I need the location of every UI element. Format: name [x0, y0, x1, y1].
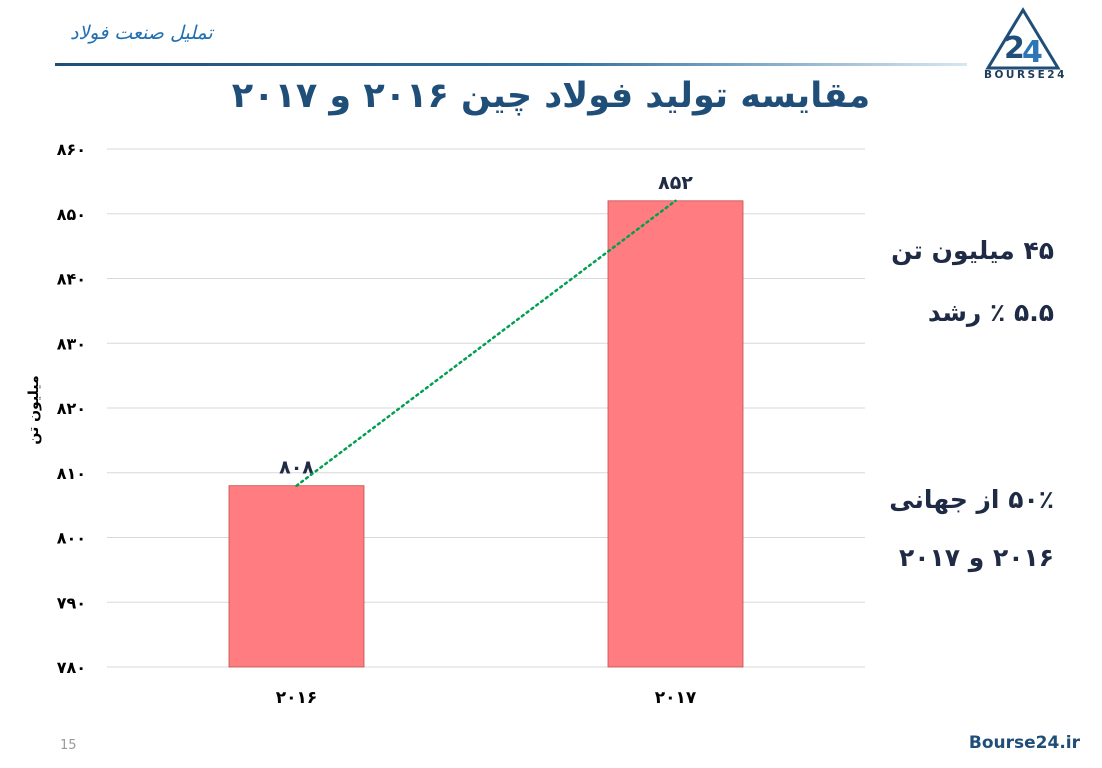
y-tick-label: ۷۸۰ — [57, 658, 86, 677]
growth-percent-note: ۵.۵ ٪ رشد — [927, 298, 1054, 327]
growth-amount-note: ۴۵ میلیون تن — [891, 236, 1054, 265]
footer-brand: Bourse24.ir — [968, 733, 1080, 753]
page-number: 15 — [60, 738, 77, 753]
x-tick-label: ۲۰۱۶ — [276, 688, 318, 708]
logo-text: BOURSE24 — [984, 69, 1067, 81]
trendline — [295, 199, 677, 487]
y-tick-label: ۸۲۰ — [57, 399, 86, 418]
y-tick-label: ۸۱۰ — [57, 464, 86, 483]
slide-title: مقایسه تولید فولاد چین ۲۰۱۶ و ۲۰۱۷ — [231, 76, 871, 116]
y-tick-label: ۸۰۰ — [57, 529, 86, 548]
data-label: ۸۰۸ — [279, 457, 314, 479]
y-tick-label: ۸۳۰ — [57, 334, 86, 353]
world-share-note: ۵۰٪ از جهانی — [889, 485, 1054, 514]
bar — [607, 200, 744, 668]
x-tick-label: ۲۰۱۷ — [655, 688, 697, 708]
y-tick-label: ۸۶۰ — [57, 140, 86, 159]
svg-text:2: 2 — [1004, 31, 1025, 66]
svg-text:4: 4 — [1022, 35, 1043, 70]
y-tick-label: ۸۵۰ — [57, 205, 86, 224]
header-divider — [55, 63, 967, 66]
world-share-years-note: ۲۰۱۶ و ۲۰۱۷ — [898, 543, 1054, 572]
y-tick-label: ۸۴۰ — [57, 270, 86, 289]
bourse24-logo-icon: 2 4 — [985, 7, 1061, 70]
bar — [228, 485, 365, 668]
data-label: ۸۵۲ — [658, 172, 693, 194]
section-title: تملیل صنعت فولاد — [70, 22, 213, 44]
y-tick-label: ۷۹۰ — [57, 593, 86, 612]
